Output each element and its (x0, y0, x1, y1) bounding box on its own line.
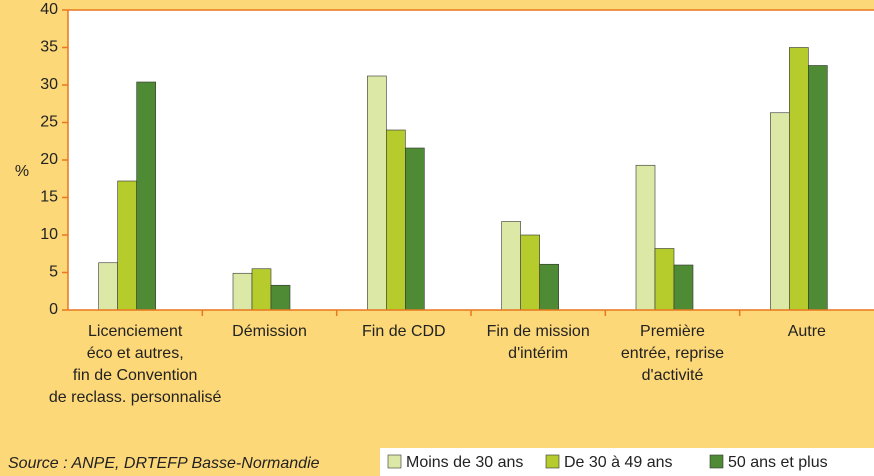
bar (98, 262, 118, 311)
bar (673, 264, 694, 311)
bar (520, 234, 540, 311)
source: Source : ANPE, DRTEFP Basse-Normandie (8, 455, 320, 472)
y-tick-label: 20 (40, 151, 58, 168)
y-tick-label: 25 (40, 114, 58, 131)
bar (117, 180, 137, 311)
legend-swatch (709, 454, 724, 469)
x-tick-label: Démission (232, 323, 307, 340)
x-tick-label: Licenciement (88, 323, 183, 340)
bar (405, 147, 425, 311)
bar (270, 284, 291, 311)
x-tick-label: entrée, reprise (621, 345, 724, 362)
bar (251, 268, 272, 311)
x-tick-label: Fin de CDD (362, 323, 446, 340)
x-tick-label: Autre (788, 323, 826, 340)
x-tick-label: d'activité (642, 367, 704, 384)
y-tick-label: 0 (49, 301, 58, 318)
x-tick-label: d'intérim (508, 345, 568, 362)
y-tick-label: 15 (40, 189, 58, 206)
x-tick-label: éco et autres, (87, 345, 184, 362)
bar (789, 47, 809, 311)
bar (367, 75, 387, 311)
x-tick-label: Fin de mission (487, 323, 590, 340)
legend-label: Moins de 30 ans (406, 454, 523, 471)
legend-label: De 30 à 49 ans (564, 454, 673, 471)
y-tick-label: 35 (40, 39, 58, 56)
y-tick-label: 40 (40, 1, 58, 18)
bar (232, 272, 253, 311)
bar (136, 81, 156, 311)
legend-swatch (387, 454, 402, 469)
legend-label: 50 ans et plus (728, 454, 828, 471)
bar (770, 112, 790, 311)
x-tick-label: Première (640, 323, 705, 340)
bar (386, 129, 406, 311)
y-tick-label: 10 (40, 226, 58, 243)
bar (808, 65, 828, 311)
x-tick-label: de reclass. personnalisé (49, 389, 222, 406)
y-tick-label: 30 (40, 76, 58, 93)
bar (654, 248, 675, 311)
bar (501, 221, 521, 311)
x-tick-label: fin de Convention (73, 367, 198, 384)
bar (539, 263, 559, 311)
legend-swatch (545, 454, 560, 469)
bar (635, 164, 656, 311)
legend-box (380, 448, 874, 476)
y-axis-label: % (15, 163, 29, 180)
plot-area (68, 10, 874, 310)
y-tick-label: 5 (49, 264, 58, 281)
